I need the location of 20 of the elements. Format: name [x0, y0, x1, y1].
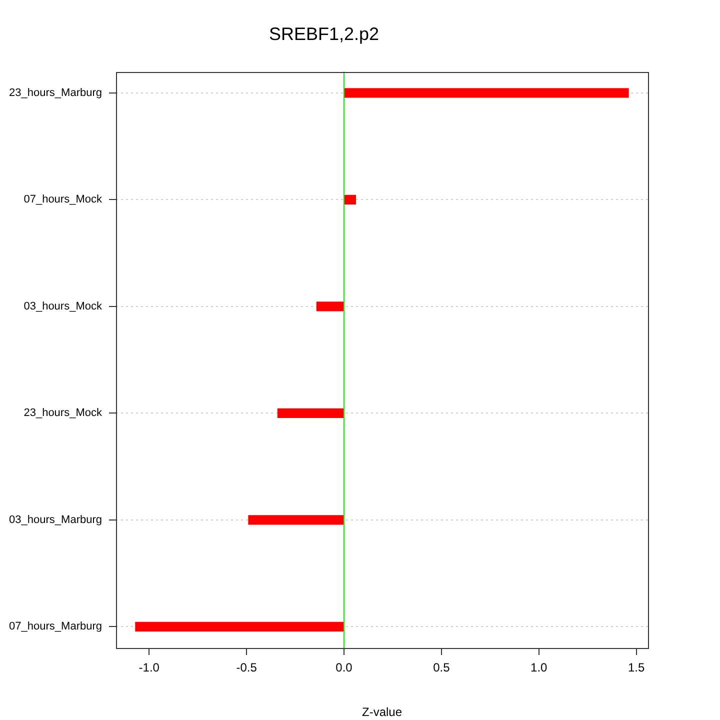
- bar: [135, 622, 344, 632]
- x-axis-title: Z-value: [362, 705, 402, 720]
- bar: [277, 408, 344, 418]
- x-tick-label: 0.5: [433, 660, 450, 675]
- x-tick-label: -0.5: [236, 660, 258, 675]
- y-tick-label: 07_hours_Mock: [24, 194, 102, 206]
- x-tick-label: 1.0: [530, 660, 548, 675]
- x-tick-label: 1.5: [628, 660, 645, 675]
- bar: [344, 88, 629, 98]
- y-tick-label: 03_hours_Mock: [24, 300, 102, 312]
- bar: [248, 515, 344, 525]
- bar: [316, 302, 344, 312]
- x-tick-label: -1.0: [138, 660, 160, 675]
- y-tick-label: 03_hours_Marburg: [9, 514, 102, 526]
- y-tick-label: 07_hours_Marburg: [9, 620, 102, 633]
- chart-title: SREBF1,2.p2: [268, 24, 380, 44]
- bar: [344, 194, 356, 205]
- y-tick-label: 23_hours_Marburg: [9, 86, 102, 99]
- x-tick-label: 0.0: [336, 660, 353, 675]
- y-tick-label: 23_hours_Mock: [24, 407, 102, 420]
